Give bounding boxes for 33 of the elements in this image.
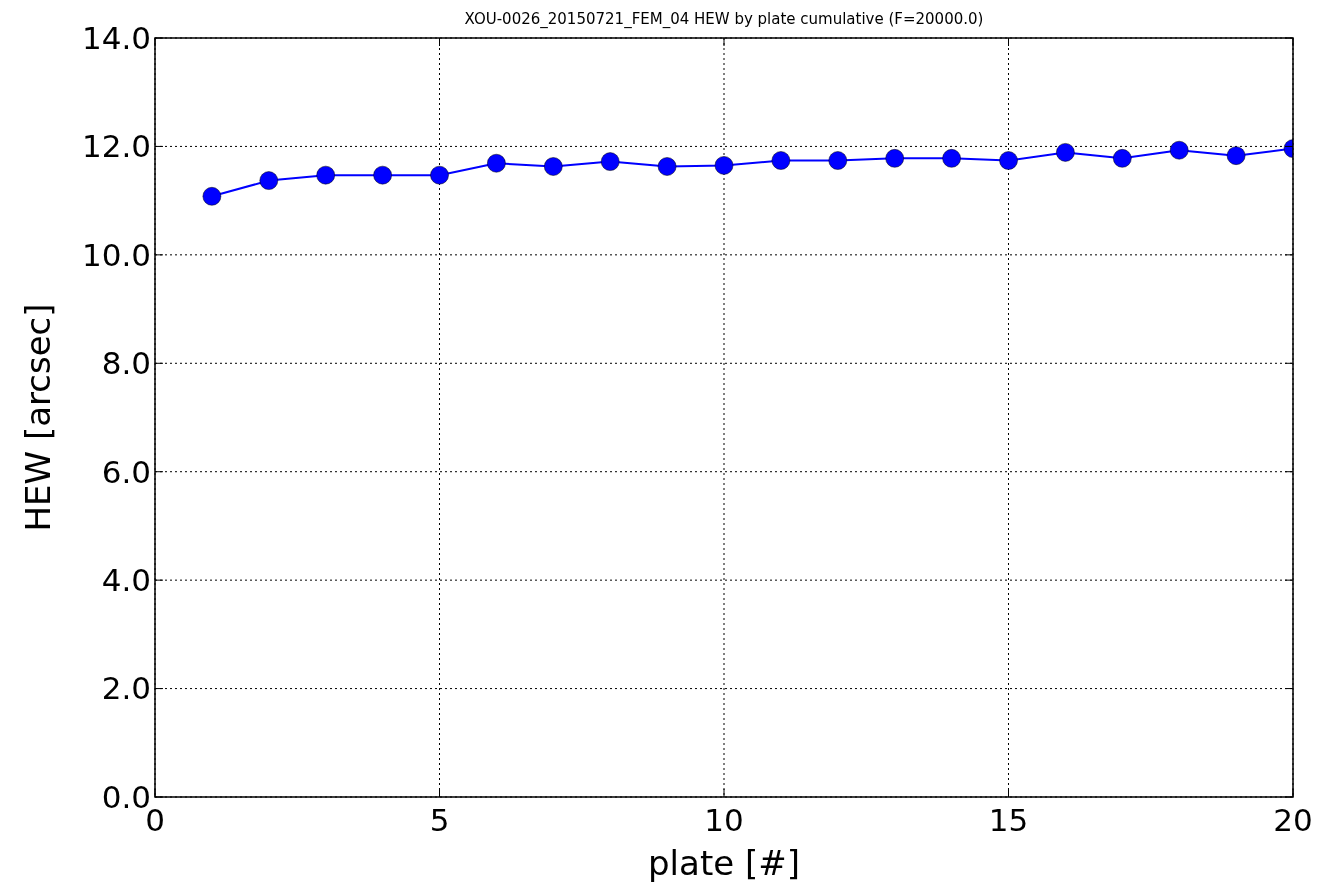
point (373, 165, 392, 185)
point (1113, 149, 1132, 168)
point (259, 171, 279, 190)
y-tick-label: 8.0 (101, 345, 151, 382)
y-tick-label: 4.0 (101, 561, 151, 598)
point (1226, 146, 1246, 165)
x-tick-label: 10 (704, 802, 744, 838)
y-axis-title: HEW [arcsec] (18, 303, 58, 532)
point (771, 151, 791, 170)
point (316, 165, 335, 185)
point (828, 151, 848, 170)
y-tick-label: 14.0 (81, 19, 151, 56)
point (202, 187, 222, 206)
x-tick-label: 5 (429, 802, 450, 838)
point (657, 157, 677, 176)
point (714, 156, 734, 175)
x-tick-label: 20 (1273, 802, 1313, 838)
x-axis-title: plate [#] (648, 843, 800, 883)
point (544, 157, 563, 176)
point (999, 151, 1018, 170)
point (1056, 143, 1075, 162)
x-tick-label: 15 (988, 802, 1029, 838)
y-tick-label: 10.0 (81, 236, 151, 273)
point (487, 153, 506, 173)
point (600, 152, 620, 171)
chart-title: XOU-0026_20150721_FEM_04 HEW by plate cumulative (F=20000.0) (464, 10, 984, 29)
point (885, 149, 904, 168)
y-tick-label: 12.0 (81, 128, 151, 165)
point (1169, 140, 1189, 160)
y-tick-label: 6.0 (101, 453, 151, 490)
y-tick-label: 2.0 (101, 670, 151, 707)
point (942, 149, 961, 168)
point (430, 165, 449, 185)
